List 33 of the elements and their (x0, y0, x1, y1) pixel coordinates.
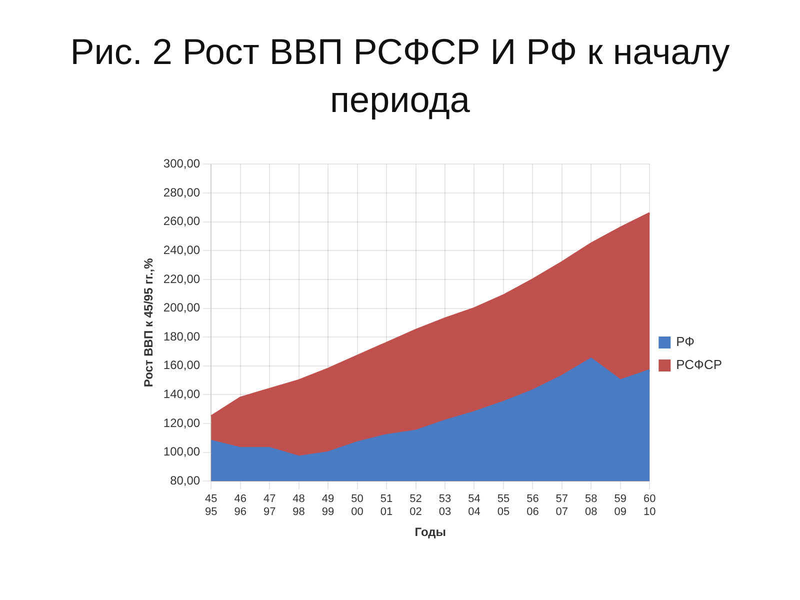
legend-label: РФ (676, 334, 695, 350)
x-tick-label: 56 06 (526, 492, 539, 518)
y-tick-label: 200,00 (163, 300, 200, 315)
x-tick-label: 50 00 (351, 492, 364, 518)
x-tick-label: 53 03 (438, 492, 452, 518)
x-tick-label: 45 95 (204, 492, 218, 518)
x-tick-label: 59 09 (614, 492, 627, 518)
y-tick-label: 260,00 (163, 214, 200, 228)
y-tick-label: 240,00 (163, 242, 200, 257)
x-tick-label: 55 05 (497, 492, 510, 518)
x-tick-label: 48 98 (292, 492, 305, 518)
chart-title: Рис. 2 Рост ВВП РСФСР И РФ к началу периода (69, 30, 731, 122)
x-tick-label: 57 07 (556, 492, 568, 518)
x-tick-label: 54 04 (468, 492, 480, 518)
y-tick-label: 140,00 (163, 387, 200, 402)
y-tick-label: 120,00 (163, 416, 200, 430)
legend-label: РСФСР (676, 357, 722, 372)
x-tick-label: 52 02 (410, 492, 422, 518)
y-axis-title: Рост ВВП к 45/95 гг.,% (142, 258, 156, 388)
x-axis-title: Годы (414, 525, 446, 540)
y-tick-label: 280,00 (163, 185, 200, 200)
x-tick-label: 60 10 (644, 492, 656, 518)
x-tick-label: 46 96 (234, 492, 246, 518)
x-tick-label: 49 99 (322, 492, 334, 518)
y-tick-label: 300,00 (163, 156, 200, 171)
y-tick-label: 220,00 (163, 272, 200, 286)
y-tick-label: 80,00 (170, 474, 200, 488)
x-tick-label: 51 01 (380, 492, 393, 518)
x-tick-label: 58 08 (585, 492, 598, 518)
y-tick-label: 160,00 (163, 358, 200, 372)
y-tick-label: 180,00 (163, 329, 200, 344)
y-tick-label: 100,00 (163, 444, 200, 459)
x-tick-label: 47 97 (263, 492, 276, 518)
